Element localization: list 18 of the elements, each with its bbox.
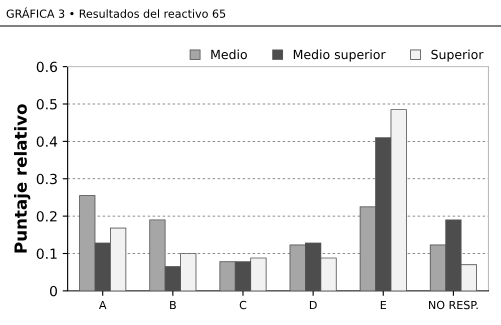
y-tick-label: 0.3 [36, 174, 57, 184]
x-tick-label: NO RESP. [429, 300, 478, 310]
x-tick-label: C [240, 300, 246, 310]
y-tick-label: 0.6 [36, 62, 58, 72]
y-tick-label: 0.4 [36, 136, 58, 147]
y-tick-label: 0 [50, 286, 57, 296]
y-tick-label: 0.1 [36, 248, 57, 259]
legend-label: Superior [431, 50, 484, 62]
y-tick-label: 0.2 [36, 211, 57, 222]
legend-label: Medio [211, 50, 247, 60]
x-tick-label: D [310, 300, 317, 310]
chart-title: GRÁFICA 3 • Resultados del reactivo 65 [6, 7, 226, 18]
y-tick-label: 0.5 [36, 98, 57, 110]
x-tick-label: E [380, 300, 386, 310]
x-tick-label: B [170, 300, 176, 310]
legend-label: Medio superior [294, 50, 386, 62]
x-tick-label: A [98, 300, 106, 310]
y-axis-title: Puntaje relativo [14, 104, 30, 252]
